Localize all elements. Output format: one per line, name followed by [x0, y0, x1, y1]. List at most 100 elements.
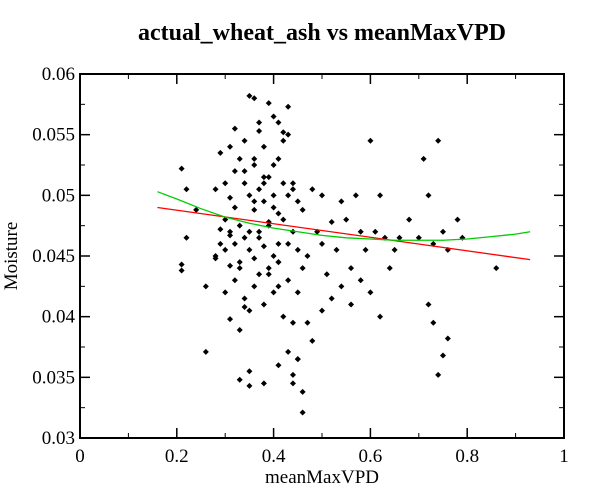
data-point	[415, 234, 422, 241]
y-tick-label: 0.04	[42, 307, 76, 328]
data-point	[251, 198, 258, 205]
data-point	[251, 206, 258, 213]
data-point	[294, 356, 301, 363]
data-point	[236, 376, 243, 383]
data-point	[357, 277, 364, 284]
data-point	[260, 301, 267, 308]
data-point	[251, 155, 258, 162]
data-point	[256, 128, 263, 135]
data-point	[275, 119, 282, 126]
data-point	[285, 240, 292, 247]
data-point	[289, 180, 296, 187]
data-point	[304, 253, 311, 259]
x-tick-label: 0.6	[359, 446, 383, 467]
data-point	[217, 149, 224, 156]
data-point	[299, 388, 306, 395]
data-point	[275, 155, 282, 162]
data-point	[299, 265, 306, 272]
quadratic-fit-line	[157, 191, 531, 241]
data-point	[299, 409, 306, 416]
data-point	[236, 259, 243, 266]
data-point	[246, 368, 253, 375]
data-point	[275, 259, 282, 266]
data-point	[285, 103, 292, 110]
x-tick-label: 0.8	[455, 446, 479, 467]
data-point	[212, 253, 219, 259]
data-point	[251, 95, 258, 102]
data-point	[178, 261, 185, 268]
data-point	[406, 216, 413, 223]
data-point	[270, 204, 277, 211]
data-point	[193, 206, 200, 213]
y-tick-label: 0.055	[32, 125, 75, 146]
data-point	[343, 216, 350, 223]
data-point	[454, 216, 461, 223]
data-point	[323, 271, 330, 278]
data-point	[246, 228, 253, 235]
data-point	[420, 155, 427, 162]
points-layer	[178, 92, 500, 416]
data-point	[256, 271, 263, 278]
data-point	[285, 348, 292, 355]
data-point	[241, 180, 248, 187]
data-point	[280, 313, 287, 320]
y-tick-label: 0.06	[42, 64, 75, 85]
data-point	[202, 348, 209, 355]
data-point	[265, 271, 272, 278]
data-point	[352, 192, 359, 199]
data-point	[231, 277, 238, 284]
data-point	[440, 228, 446, 235]
y-axis-label: Moisture	[1, 222, 22, 291]
data-point	[338, 198, 345, 205]
tick-layer: 0 0.2 0.4 0.6 0.8 1 0.03 0.035 0.04 0.045 0.05 0.05…	[32, 64, 569, 467]
data-point	[275, 362, 282, 369]
data-point	[289, 380, 296, 387]
data-point	[227, 232, 234, 239]
y-tick-label: 0.035	[32, 367, 75, 388]
data-point	[357, 228, 364, 235]
data-point	[319, 307, 325, 314]
x-tick-label: 0.4	[262, 446, 286, 467]
data-point	[236, 222, 243, 229]
data-point	[222, 289, 229, 296]
data-point	[241, 303, 248, 310]
data-point	[440, 352, 446, 359]
data-point	[227, 228, 234, 235]
data-point	[236, 265, 243, 272]
data-point	[285, 131, 292, 138]
data-point	[270, 253, 277, 259]
chart-title: actual_wheat_ash vs meanMaxVPD	[138, 20, 506, 46]
data-point	[294, 198, 301, 205]
data-point	[377, 192, 384, 199]
data-point	[246, 307, 253, 314]
data-point	[256, 186, 263, 193]
data-point	[319, 192, 325, 199]
x-tick-label: 0	[75, 446, 85, 467]
data-point	[367, 137, 374, 144]
data-point	[202, 283, 209, 290]
data-point	[241, 234, 248, 241]
data-point	[367, 289, 374, 296]
data-point	[183, 234, 190, 241]
data-point	[265, 174, 272, 181]
data-point	[275, 283, 282, 290]
data-point	[227, 262, 234, 269]
data-point	[425, 192, 432, 199]
data-point	[299, 206, 306, 213]
data-point	[231, 168, 238, 175]
data-point	[236, 155, 243, 162]
data-point	[246, 92, 253, 99]
data-point	[348, 301, 355, 308]
data-point	[319, 240, 325, 247]
data-point	[270, 192, 277, 199]
data-point	[217, 240, 224, 247]
data-point	[362, 246, 369, 253]
data-point	[251, 283, 258, 290]
data-point	[227, 316, 234, 323]
data-point	[338, 283, 345, 290]
data-point	[275, 210, 282, 217]
data-point	[289, 319, 296, 326]
data-point	[251, 255, 258, 262]
data-point	[280, 180, 287, 187]
